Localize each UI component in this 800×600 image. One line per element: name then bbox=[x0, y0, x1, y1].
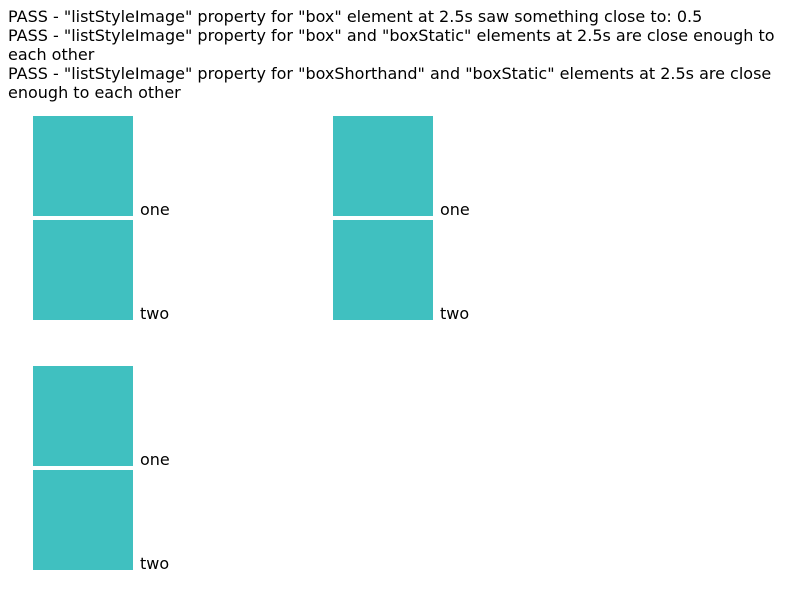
list-item-label: one bbox=[140, 450, 170, 469]
list-item: one bbox=[33, 116, 233, 220]
list-item: two bbox=[333, 220, 533, 324]
list-marker-image bbox=[333, 220, 433, 320]
result-line: PASS - "listStyleImage" property for "bo… bbox=[8, 26, 775, 64]
list-marker-image bbox=[33, 116, 133, 216]
list-marker-image bbox=[33, 220, 133, 320]
list-box-static: one two bbox=[333, 116, 533, 324]
list-item: two bbox=[33, 470, 233, 574]
list-item-label: two bbox=[140, 304, 170, 323]
list-item: two bbox=[33, 220, 233, 324]
result-line: PASS - "listStyleImage" property for "bo… bbox=[8, 64, 772, 102]
list-item-label: two bbox=[140, 554, 170, 573]
result-line: PASS - "listStyleImage" property for "bo… bbox=[8, 7, 703, 26]
list-box: one two bbox=[33, 116, 233, 324]
list-box-shorthand: one two bbox=[33, 366, 233, 574]
list-item: one bbox=[33, 366, 233, 470]
list-item-label: two bbox=[440, 304, 470, 323]
list-item-label: one bbox=[440, 200, 470, 219]
list-item: one bbox=[333, 116, 533, 220]
list-marker-image bbox=[33, 366, 133, 466]
list-marker-image bbox=[33, 470, 133, 570]
list-marker-image bbox=[333, 116, 433, 216]
list-item-label: one bbox=[140, 200, 170, 219]
test-results: PASS - "listStyleImage" property for "bo… bbox=[8, 7, 794, 102]
